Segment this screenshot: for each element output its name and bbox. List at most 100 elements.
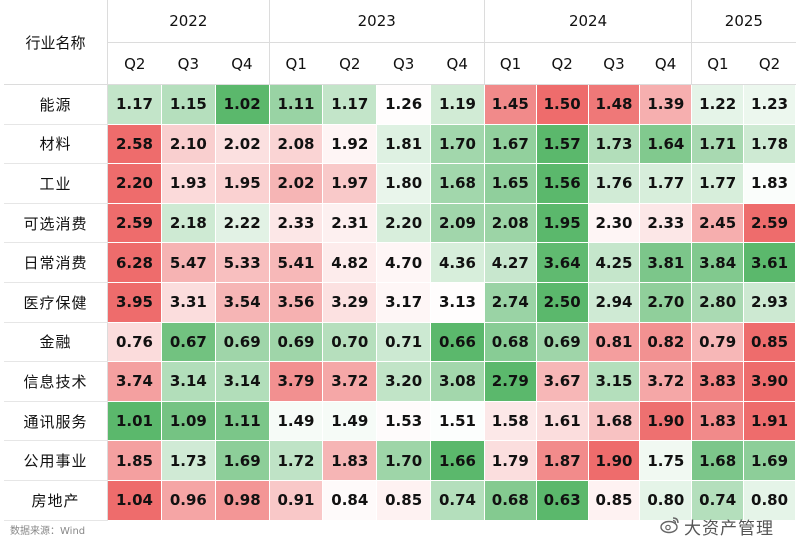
heatmap-cell: 0.71 <box>376 321 432 363</box>
heatmap-cell: 2.02 <box>268 163 324 204</box>
heatmap-cell: 3.74 <box>107 361 162 402</box>
heatmap-cell: 4.70 <box>376 242 432 283</box>
heatmap-cell: 1.23 <box>743 84 796 125</box>
heatmap-cell: 0.85 <box>743 321 796 363</box>
heatmap-cell: 3.56 <box>268 281 324 323</box>
heatmap-cell: 0.66 <box>430 321 485 363</box>
quarter-header: Q2 <box>107 42 162 85</box>
table-row: 通讯服务 1.01 1.09 1.11 1.49 1.49 1.53 1.51 1.58 1.61… <box>4 400 796 442</box>
table-row: 金融 0.76 0.67 0.69 0.69 0.70 0.71 0.66 0.68 0.69 0.… <box>4 321 796 363</box>
heatmap-cell: 1.50 <box>535 84 589 125</box>
heatmap-cell: 3.83 <box>691 361 745 402</box>
heatmap-cell: 1.73 <box>587 123 641 165</box>
heatmap-cell: 0.80 <box>743 479 796 521</box>
heatmap-cell: 3.72 <box>322 361 378 402</box>
heatmap-cell: 3.67 <box>535 361 589 402</box>
heatmap-cell: 2.59 <box>743 202 796 244</box>
heatmap-cell: 1.26 <box>376 84 432 125</box>
heatmap-cell: 2.22 <box>214 202 270 244</box>
heatmap-cell: 0.68 <box>483 479 537 521</box>
heatmap-cell: 0.69 <box>535 321 589 363</box>
heatmap-cell: 3.95 <box>107 281 162 323</box>
heatmap-cell: 3.64 <box>535 242 589 283</box>
heatmap-cell: 6.28 <box>107 242 162 283</box>
heatmap-cell: 3.90 <box>743 361 796 402</box>
heatmap-cell: 0.98 <box>214 479 270 521</box>
heatmap-cell: 1.53 <box>376 400 432 442</box>
heatmap-cell: 0.69 <box>268 321 324 363</box>
heatmap-cell: 1.68 <box>587 400 641 442</box>
heatmap-cell: 0.91 <box>268 479 324 521</box>
heatmap-cell: 1.58 <box>483 400 537 442</box>
heatmap-cell: 1.45 <box>483 84 537 125</box>
heatmap-cell: 4.82 <box>322 242 378 283</box>
industry-name: 日常消费 <box>4 242 109 283</box>
heatmap-cell: 1.15 <box>160 84 216 125</box>
heatmap-cell: 1.70 <box>376 440 432 481</box>
heatmap-cell: 1.51 <box>430 400 485 442</box>
heatmap-cell: 2.20 <box>107 163 162 204</box>
heatmap-cell: 3.17 <box>376 281 432 323</box>
heatmap-cell: 2.02 <box>214 123 270 165</box>
heatmap-cell: 1.79 <box>483 440 537 481</box>
heatmap-cell: 1.56 <box>535 163 589 204</box>
heatmap-cell: 3.15 <box>587 361 641 402</box>
quarter-header: Q4 <box>639 42 692 85</box>
heatmap-cell: 5.33 <box>214 242 270 283</box>
heatmap-cell: 2.80 <box>691 281 745 323</box>
heatmap-cell: 0.85 <box>587 479 641 521</box>
industry-name: 可选消费 <box>4 203 109 244</box>
quarter-header: Q4 <box>430 42 485 85</box>
heatmap-cell: 0.84 <box>322 479 378 521</box>
heatmap-cell: 1.04 <box>107 479 162 521</box>
heatmap-cell: 1.77 <box>639 163 693 204</box>
heatmap-cell: 1.68 <box>430 163 485 204</box>
heatmap-cell: 2.10 <box>160 123 216 165</box>
heatmap-cell: 1.64 <box>639 123 693 165</box>
industry-name: 材料 <box>4 124 109 165</box>
heatmap-cell: 1.95 <box>535 202 589 244</box>
heatmap-cell: 2.20 <box>376 202 432 244</box>
table-row: 信息技术 3.74 3.14 3.14 3.79 3.72 3.20 3.08 2.79 3.67… <box>4 361 796 402</box>
heatmap-cell: 1.11 <box>268 84 324 125</box>
heatmap-cell: 1.68 <box>691 440 745 481</box>
heatmap-cell: 1.75 <box>639 440 693 481</box>
heatmap-cell: 3.61 <box>743 242 796 283</box>
heatmap-cell: 1.19 <box>430 84 485 125</box>
heatmap-cell: 1.66 <box>430 440 485 481</box>
table-row: 房地产 1.04 0.96 0.98 0.91 0.84 0.85 0.74 0.68 0.63 0… <box>4 479 796 521</box>
heatmap-cell: 1.67 <box>483 123 537 165</box>
heatmap-cell: 1.49 <box>322 400 378 442</box>
heatmap-cell: 2.30 <box>587 202 641 244</box>
heatmap-cell: 4.27 <box>483 242 537 283</box>
quarter-header: Q2 <box>536 42 589 85</box>
heatmap-cell: 0.74 <box>691 479 745 521</box>
industry-name: 通讯服务 <box>4 401 109 442</box>
heatmap-cell: 0.76 <box>107 321 162 363</box>
heatmap-cell: 3.72 <box>639 361 693 402</box>
year-header: 2023 <box>268 0 485 43</box>
heatmap-cell: 2.59 <box>107 202 162 244</box>
heatmap-cell: 1.80 <box>376 163 432 204</box>
heatmap-cell: 1.77 <box>691 163 745 204</box>
heatmap-cell: 1.83 <box>322 440 378 481</box>
table-row: 材料 2.58 2.10 2.02 2.08 1.92 1.81 1.70 1.67 1.57 1.… <box>4 123 796 165</box>
heatmap-cell: 1.61 <box>535 400 589 442</box>
table-row: 能源 1.17 1.15 1.02 1.11 1.17 1.26 1.19 1.45 1.50 1.… <box>4 84 796 125</box>
heatmap-cell: 1.17 <box>322 84 378 125</box>
quarter-header: Q2 <box>322 42 377 85</box>
heatmap-cell: 1.72 <box>268 440 324 481</box>
heatmap-cell: 5.41 <box>268 242 324 283</box>
heatmap-cell: 3.31 <box>160 281 216 323</box>
heatmap-cell: 5.47 <box>160 242 216 283</box>
heatmap-cell: 3.81 <box>639 242 693 283</box>
heatmap-cell: 2.08 <box>483 202 537 244</box>
heatmap-cell: 1.85 <box>107 440 162 481</box>
watermark-text: 大资产管理 <box>684 519 774 539</box>
quarter-header: Q3 <box>588 42 640 85</box>
heatmap-cell: 1.73 <box>160 440 216 481</box>
heatmap-cell: 3.84 <box>691 242 745 283</box>
heatmap-cell: 1.81 <box>376 123 432 165</box>
heatmap-cell: 2.09 <box>430 202 485 244</box>
heatmap-cell: 0.80 <box>639 479 693 521</box>
